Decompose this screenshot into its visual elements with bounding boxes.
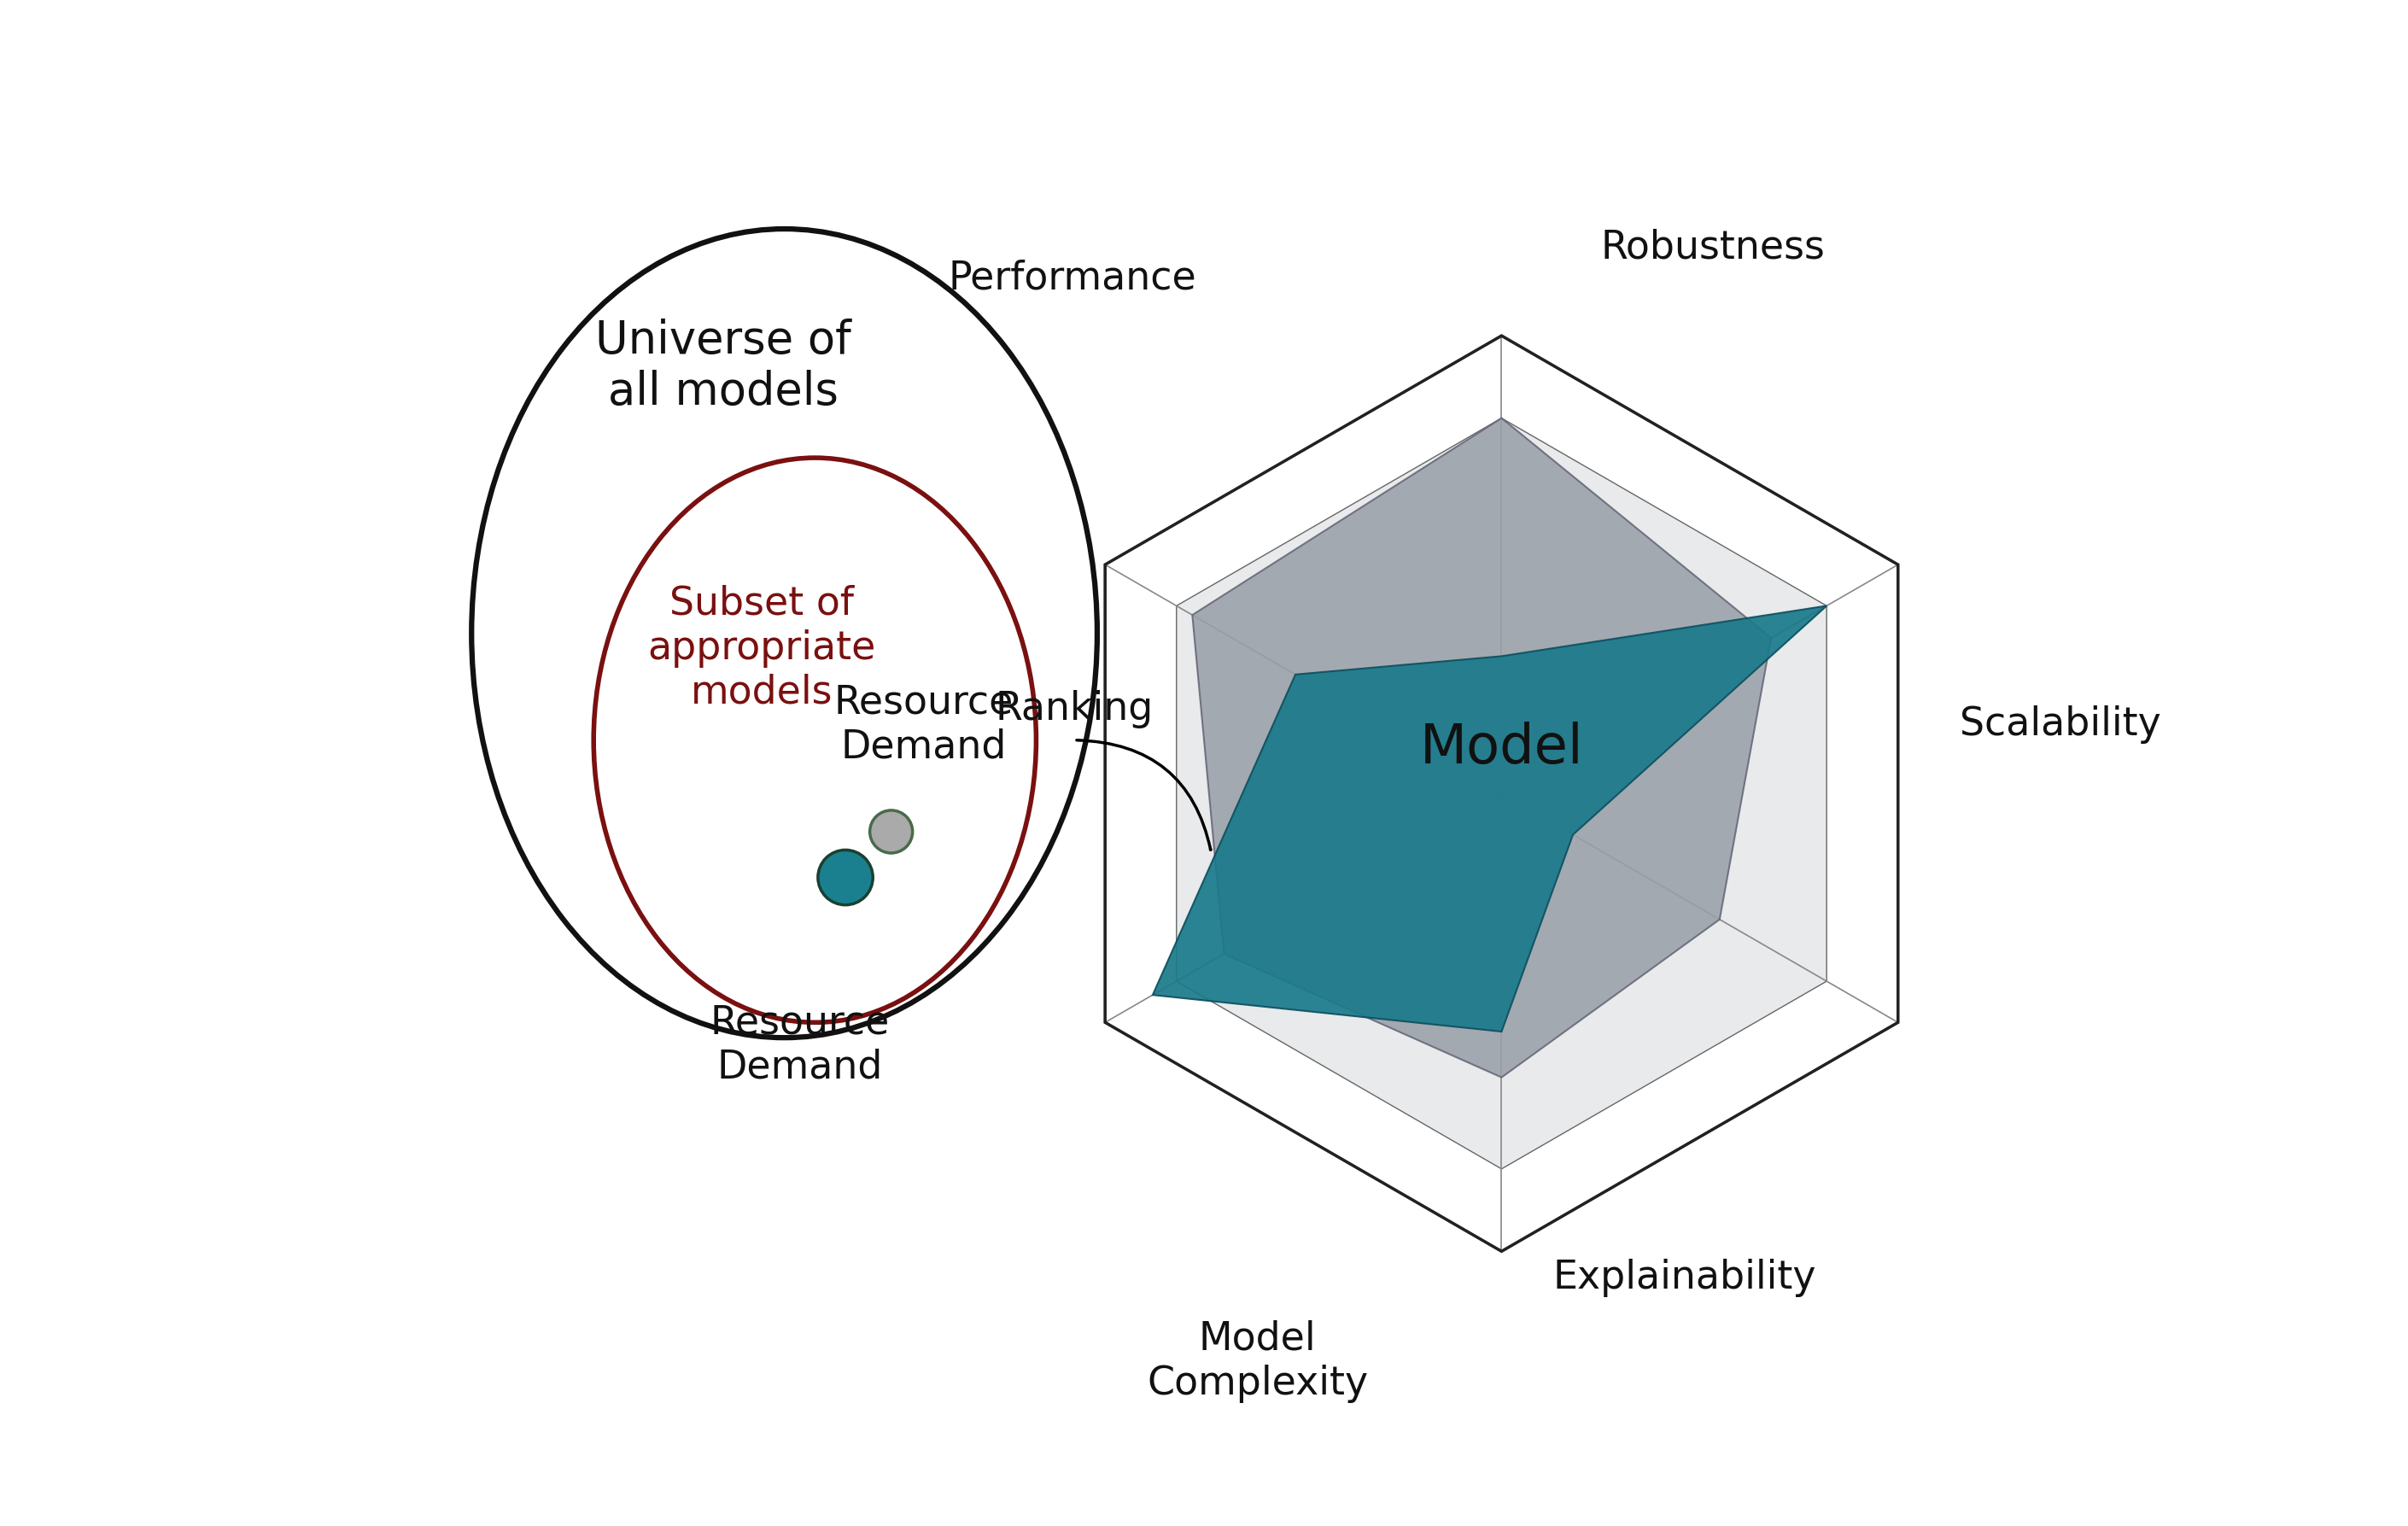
Text: Subset of
appropriate
models: Subset of appropriate models <box>648 584 877 713</box>
Text: Universe of
all models: Universe of all models <box>595 319 852 414</box>
Text: Ranking: Ranking <box>995 690 1153 729</box>
Polygon shape <box>1178 418 1828 1169</box>
Circle shape <box>869 810 913 853</box>
Polygon shape <box>1153 606 1828 1032</box>
Text: Explainability: Explainability <box>1553 1259 1816 1297</box>
Polygon shape <box>1105 336 1898 1251</box>
Text: Robustness: Robustness <box>1601 229 1825 267</box>
Text: Scalability: Scalability <box>1960 705 2160 745</box>
Text: Model: Model <box>1421 722 1584 774</box>
Text: Resource
Demand: Resource Demand <box>833 684 1014 766</box>
Polygon shape <box>1192 418 1772 1077</box>
Text: Performance: Performance <box>949 259 1197 298</box>
Text: Model
Complexity: Model Complexity <box>1146 1320 1368 1402</box>
Circle shape <box>819 850 872 905</box>
Text: Resource
Demand: Resource Demand <box>710 1004 889 1087</box>
